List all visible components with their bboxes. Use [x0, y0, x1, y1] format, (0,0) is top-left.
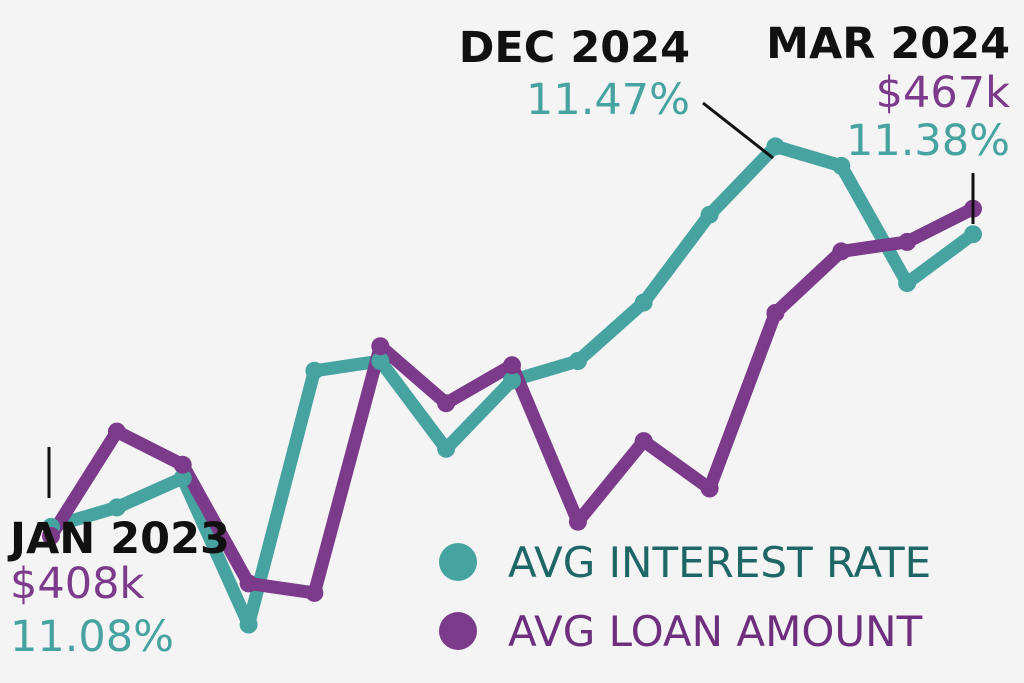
legend: AVG INTEREST RATE AVG LOAN AMOUNT — [439, 538, 931, 656]
data-point-avg-loan-amount-11 — [700, 479, 719, 498]
annotation-peak-date: DEC 2024 — [459, 23, 690, 73]
annotation-peak-rate: 11.47% — [526, 75, 690, 125]
data-point-avg-loan-amount-8 — [503, 356, 521, 375]
data-point-avg-loan-amount-12 — [766, 304, 785, 322]
data-point-avg-interest-rate-14 — [898, 274, 917, 292]
data-point-avg-interest-rate-12 — [766, 137, 785, 156]
annotation-start-rate: 11.08% — [10, 612, 174, 662]
annotation-end-date: MAR 2024 — [766, 19, 1010, 69]
data-point-avg-interest-rate-11 — [700, 205, 719, 224]
data-point-avg-interest-rate-4 — [239, 615, 258, 634]
data-point-avg-interest-rate-15 — [964, 225, 982, 244]
data-point-avg-interest-rate-10 — [634, 293, 653, 312]
legend-label-avg-interest-rate: AVG INTEREST RATE — [508, 538, 931, 587]
annotation-end-rate: 11.38% — [846, 116, 1010, 166]
leader-line-peak — [702, 101, 774, 160]
data-point-avg-loan-amount-1 — [42, 527, 60, 545]
data-point-avg-loan-amount-9 — [568, 512, 587, 531]
series-points-avg-interest-rate — [42, 137, 982, 634]
legend-swatch-avg-loan-amount — [439, 612, 477, 650]
annotation-end-loan: $467k — [876, 68, 1010, 118]
annotation-start-loan: $408k — [10, 559, 144, 609]
data-point-avg-loan-amount-5 — [305, 583, 324, 602]
plot-area — [42, 137, 982, 634]
legend-swatch-avg-interest-rate — [439, 543, 477, 581]
data-point-avg-loan-amount-14 — [898, 232, 917, 251]
data-point-avg-loan-amount-3 — [173, 455, 192, 474]
data-point-avg-interest-rate-2 — [107, 498, 126, 517]
data-point-avg-loan-amount-10 — [634, 432, 653, 451]
data-point-avg-interest-rate-8 — [503, 371, 521, 390]
data-point-avg-interest-rate-5 — [305, 361, 324, 380]
data-point-avg-interest-rate-6 — [371, 352, 390, 370]
data-point-avg-interest-rate-3 — [173, 469, 192, 488]
data-point-avg-loan-amount-7 — [437, 394, 456, 413]
data-point-avg-interest-rate-7 — [437, 439, 456, 458]
series-points-avg-loan-amount — [42, 199, 982, 602]
data-point-avg-loan-amount-6 — [371, 337, 390, 356]
data-point-avg-interest-rate-13 — [832, 156, 851, 175]
data-point-avg-loan-amount-13 — [832, 242, 851, 261]
legend-label-avg-loan-amount: AVG LOAN AMOUNT — [508, 607, 923, 656]
data-point-avg-loan-amount-2 — [107, 422, 126, 441]
data-point-avg-loan-amount-4 — [239, 574, 258, 593]
data-point-avg-interest-rate-9 — [568, 352, 587, 370]
annotation-start-date: JAN 2023 — [7, 514, 230, 564]
